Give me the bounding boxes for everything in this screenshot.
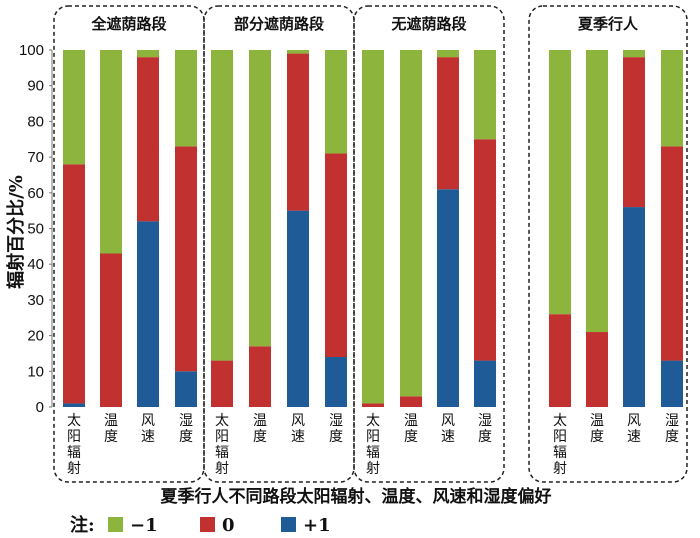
legend-label: −1 bbox=[130, 515, 158, 536]
category-label: 风速 bbox=[441, 413, 455, 445]
group-label-1: 全遮荫路段 bbox=[90, 15, 166, 33]
category-label: 太阳辐射 bbox=[553, 413, 567, 477]
bar-4-2-minus1 bbox=[586, 50, 608, 333]
bar-1-4-plus1 bbox=[175, 371, 197, 407]
category-label: 湿度 bbox=[665, 413, 679, 445]
bar-3-3-zero bbox=[437, 57, 459, 190]
bar-4-4-zero bbox=[661, 146, 683, 361]
bar-2-4-minus1 bbox=[325, 50, 347, 154]
y-tick-label: 20 bbox=[27, 328, 44, 345]
y-tick-label: 90 bbox=[27, 78, 44, 95]
y-axis-label: 辐射百分比/% bbox=[5, 175, 27, 289]
category-label: 湿度 bbox=[179, 413, 193, 445]
bar-4-3-minus1 bbox=[623, 50, 645, 58]
bar-1-1-plus1 bbox=[63, 403, 85, 407]
bar-3-2-minus1 bbox=[400, 50, 422, 397]
bar-2-1-minus1 bbox=[211, 50, 233, 361]
legend-label: 0 bbox=[222, 515, 235, 536]
category-label: 温度 bbox=[253, 413, 267, 445]
group-label-3: 无遮荫路段 bbox=[390, 15, 466, 33]
y-tick-label: 80 bbox=[27, 113, 44, 130]
bar-1-3-zero bbox=[137, 57, 159, 222]
y-tick-label: 50 bbox=[27, 221, 44, 238]
y-tick-label: 0 bbox=[36, 399, 44, 416]
y-tick-label: 30 bbox=[27, 292, 44, 309]
bar-3-4-plus1 bbox=[474, 360, 496, 407]
group-label-4: 夏季行人 bbox=[577, 15, 639, 33]
category-label: 温度 bbox=[590, 413, 604, 445]
y-tick-label: 40 bbox=[27, 256, 44, 273]
category-label: 风速 bbox=[141, 413, 155, 445]
category-label: 风速 bbox=[627, 413, 641, 445]
group-labels: 全遮荫路段 部分遮荫路段 无遮荫路段 夏季行人 bbox=[90, 15, 639, 33]
bar-4-4-plus1 bbox=[661, 360, 683, 407]
category-label: 风速 bbox=[291, 413, 305, 445]
bar-1-1-zero bbox=[63, 164, 85, 404]
group-label-2: 部分遮荫路段 bbox=[234, 15, 324, 33]
bar-2-3-zero bbox=[287, 53, 309, 211]
bar-2-4-zero bbox=[325, 153, 347, 358]
bar-1-2-minus1 bbox=[100, 50, 122, 254]
bar-2-3-minus1 bbox=[287, 50, 309, 54]
bar-4-3-plus1 bbox=[623, 207, 645, 407]
y-tick-label: 70 bbox=[27, 149, 44, 166]
bar-2-1-zero bbox=[211, 360, 233, 407]
category-label: 湿度 bbox=[478, 413, 492, 445]
bar-4-4-minus1 bbox=[661, 50, 683, 147]
y-tick-label: 100 bbox=[19, 42, 44, 59]
bar-3-3-plus1 bbox=[437, 189, 459, 407]
category-label: 湿度 bbox=[329, 413, 343, 445]
bar-3-4-minus1 bbox=[474, 50, 496, 140]
bar-4-1-zero bbox=[549, 314, 571, 407]
bars bbox=[63, 50, 683, 407]
category-label: 温度 bbox=[104, 413, 118, 445]
legend-swatch bbox=[108, 517, 123, 532]
y-tick-label: 60 bbox=[27, 185, 44, 202]
category-label: 太阳辐射 bbox=[67, 413, 81, 477]
legend-prefix: 注: bbox=[70, 514, 95, 536]
group-frames bbox=[53, 5, 688, 483]
x-axis-title: 夏季行人不同路段太阳辐射、温度、风速和湿度偏好 bbox=[161, 486, 552, 507]
bar-4-2-zero bbox=[586, 332, 608, 407]
bar-3-2-zero bbox=[400, 396, 422, 407]
legend: 注: −1 0 +1 bbox=[70, 514, 331, 536]
bar-3-1-minus1 bbox=[362, 50, 384, 404]
bar-1-3-minus1 bbox=[137, 50, 159, 58]
bar-1-2-zero bbox=[100, 253, 122, 407]
bar-3-1-zero bbox=[362, 403, 384, 407]
bar-1-4-minus1 bbox=[175, 50, 197, 147]
y-axis: 0 10 20 30 40 50 60 70 80 90 100 bbox=[19, 42, 53, 416]
bar-2-4-plus1 bbox=[325, 357, 347, 407]
category-label: 太阳辐射 bbox=[366, 413, 380, 477]
bar-2-2-zero bbox=[249, 346, 271, 407]
bar-1-3-plus1 bbox=[137, 221, 159, 407]
bar-2-3-plus1 bbox=[287, 210, 309, 407]
legend-swatch bbox=[200, 517, 215, 532]
group-frame-4 bbox=[528, 5, 688, 483]
category-label: 温度 bbox=[404, 413, 418, 445]
legend-swatch bbox=[281, 517, 296, 532]
bar-3-3-minus1 bbox=[437, 50, 459, 58]
bar-4-3-zero bbox=[623, 57, 645, 208]
legend-label: +1 bbox=[303, 515, 331, 536]
group-frame-3 bbox=[353, 5, 505, 483]
bar-1-1-minus1 bbox=[63, 50, 85, 165]
bar-4-1-minus1 bbox=[549, 50, 571, 315]
bar-1-4-zero bbox=[175, 146, 197, 372]
bar-3-4-zero bbox=[474, 139, 496, 361]
category-label: 太阳辐射 bbox=[215, 413, 229, 477]
bar-2-2-minus1 bbox=[249, 50, 271, 347]
y-tick-label: 10 bbox=[27, 363, 44, 380]
